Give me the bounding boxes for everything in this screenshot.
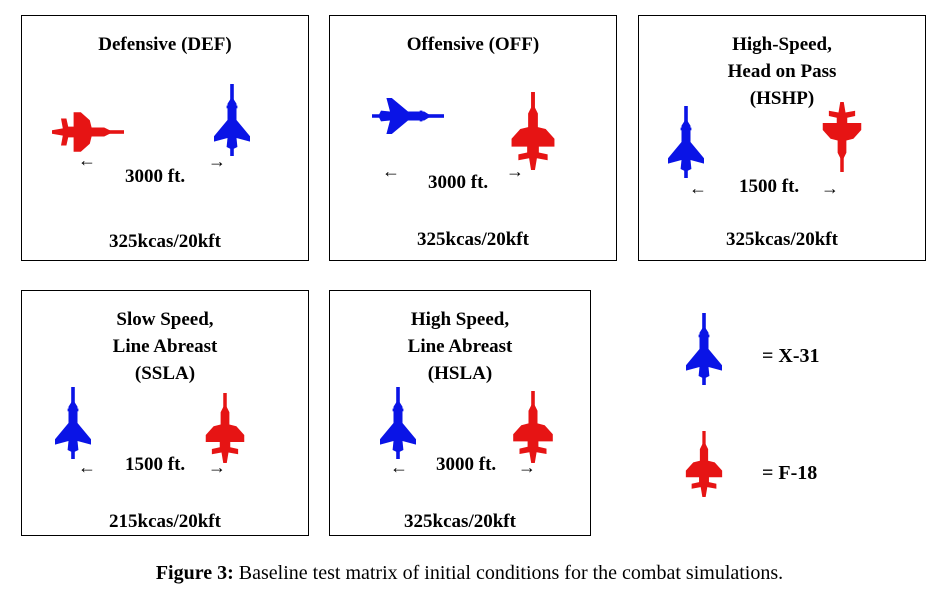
panel-defensive: Defensive (DEF) ← → 3000 ft. 325kcas/20k… (21, 15, 309, 261)
distance-label: 1500 ft. (739, 176, 800, 197)
left-arrow-icon: ← (689, 178, 707, 198)
left-arrow-icon: ← (382, 161, 400, 181)
f18-jet-icon (817, 102, 867, 172)
panel-high-speed-line-abreast: High Speed, Line Abreast (HSLA) ← → 3000… (329, 290, 591, 536)
f18-jet-icon (508, 391, 558, 463)
x31-jet-icon (663, 106, 709, 178)
right-arrow-icon: → (518, 457, 536, 477)
x31-jet-icon (375, 387, 421, 459)
x31-jet-icon (372, 93, 444, 139)
distance-label: 3000 ft. (428, 172, 489, 193)
legend-f18-label: = F-18 (762, 462, 818, 484)
panel-high-speed-head-on-pass: High-Speed, Head on Pass (HSHP) ← → 1500… (638, 15, 926, 261)
left-arrow-icon: ← (78, 150, 96, 170)
panel-title: Slow Speed, Line Abreast (SSLA) (112, 309, 218, 384)
x31-jet-icon (209, 84, 255, 156)
right-arrow-icon: → (506, 161, 524, 181)
x31-jet-icon (50, 387, 96, 459)
right-arrow-icon: → (208, 457, 226, 477)
panel-title: Defensive (DEF) (98, 34, 232, 55)
speed-label: 215kcas/20kft (109, 511, 221, 532)
left-arrow-icon: ← (78, 457, 96, 477)
speed-label: 325kcas/20kft (109, 231, 221, 252)
panel-title: High-Speed, Head on Pass (HSHP) (727, 34, 837, 109)
legend-f18-jet-icon (679, 431, 729, 497)
panel-slow-speed-line-abreast: Slow Speed, Line Abreast (SSLA) ← → 1500… (21, 290, 309, 536)
speed-label: 325kcas/20kft (404, 511, 516, 532)
distance-label: 3000 ft. (125, 166, 186, 187)
f18-jet-icon (52, 109, 124, 155)
speed-label: 325kcas/20kft (417, 229, 529, 250)
f18-jet-icon (200, 393, 250, 463)
panel-offensive: Offensive (OFF) ← → 3000 ft. 325kcas/20k… (329, 15, 617, 261)
f18-jet-icon (508, 92, 558, 170)
panel-title: Offensive (OFF) (406, 34, 540, 55)
speed-label: 325kcas/20kft (726, 229, 838, 250)
legend-x31-jet-icon (681, 313, 727, 385)
right-arrow-icon: → (208, 151, 226, 171)
distance-label: 3000 ft. (436, 454, 497, 475)
caption-text: Baseline test matrix of initial conditio… (233, 562, 784, 584)
right-arrow-icon: → (821, 178, 839, 198)
panel-title: High Speed, Line Abreast (HSLA) (407, 309, 513, 384)
caption-label: Figure 3: (155, 562, 234, 584)
legend-x31-label: = X-31 (762, 345, 820, 367)
figure-caption: Figure 3: Baseline test matrix of initia… (0, 562, 939, 585)
left-arrow-icon: ← (390, 457, 408, 477)
distance-label: 1500 ft. (125, 454, 186, 475)
